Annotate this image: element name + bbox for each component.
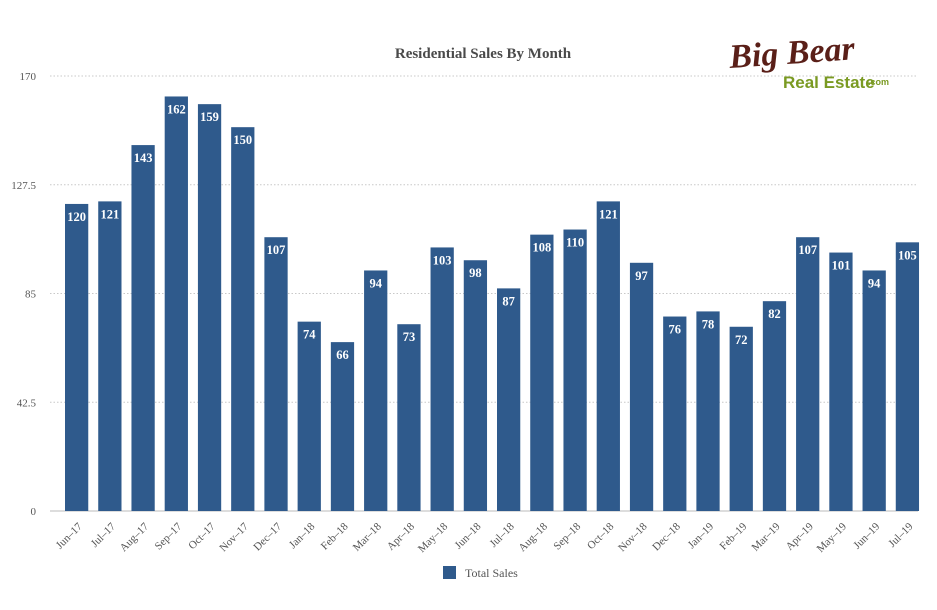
bar[interactable] (164, 96, 188, 512)
bar[interactable] (563, 229, 587, 511)
x-tick-label: Nov–17 (217, 520, 251, 554)
x-tick-label: Jul–19 (886, 520, 916, 550)
bar[interactable] (231, 127, 255, 512)
bar-value-label: 94 (868, 276, 881, 290)
bar[interactable] (829, 252, 853, 511)
bar[interactable] (729, 326, 753, 511)
bar-value-label: 108 (532, 241, 551, 255)
y-tick-label: 0 (31, 506, 37, 518)
bar[interactable] (862, 270, 886, 511)
bar-value-label: 105 (898, 248, 917, 262)
bar[interactable] (463, 260, 488, 511)
bar[interactable] (796, 237, 820, 512)
x-axis: Jun–17 Jul–17 Aug–17 Sep–17 Oct–17 Nov–17 Dec–… (54, 520, 916, 555)
logo-main-text: Big Bear (727, 30, 857, 76)
x-tick-label: Jan–18 (287, 520, 318, 551)
x-tick-label: Jan–19 (686, 520, 717, 551)
x-tick-label: Oct–17 (186, 520, 218, 552)
x-tick-label: May–19 (815, 520, 850, 555)
bar[interactable] (264, 237, 288, 512)
bar-value-label: 76 (669, 323, 682, 337)
bar-value-label: 120 (67, 210, 86, 224)
bar-value-label: 72 (735, 333, 748, 347)
chart-title: Residential Sales By Month (395, 46, 572, 62)
bar-value-label: 94 (369, 276, 382, 290)
y-axis: 0 42.5 85 127.5 170 (11, 71, 36, 518)
bar[interactable] (895, 242, 920, 511)
x-tick-label: Aug–17 (118, 520, 152, 554)
bar[interactable] (629, 262, 654, 511)
x-tick-label: Mar–19 (749, 520, 782, 553)
bar[interactable] (696, 311, 720, 511)
bar-value-label: 121 (599, 207, 618, 221)
bar-value-label: 66 (336, 348, 349, 362)
x-tick-label: May–18 (416, 520, 451, 555)
x-tick-label: Apr–19 (784, 520, 817, 553)
bar[interactable] (663, 316, 687, 511)
bar-value-label: 101 (832, 259, 851, 273)
x-tick-label: Jun–18 (453, 520, 484, 551)
bar-value-label: 82 (768, 307, 781, 321)
y-tick-label: 85 (25, 289, 37, 301)
y-tick-label: 127.5 (11, 180, 36, 192)
logo-suffix-text: .com (868, 77, 889, 87)
y-tick-label: 170 (20, 71, 37, 83)
bar-series (65, 96, 920, 512)
bar[interactable] (98, 201, 122, 511)
x-tick-label: Feb–19 (718, 520, 750, 552)
x-tick-label: Apr–18 (385, 520, 418, 553)
x-tick-label: Sep–18 (551, 520, 583, 552)
y-tick-label: 42.5 (17, 397, 37, 409)
x-tick-label: Sep–17 (153, 520, 185, 552)
data-labels: 120 121 143 162 159 150 107 74 66 94 73 103 98 87 108 1… (67, 102, 917, 362)
x-tick-label: Oct–18 (585, 520, 617, 552)
x-tick-label: Jun–17 (54, 520, 85, 551)
bar[interactable] (330, 342, 355, 511)
bar-value-label: 73 (403, 330, 416, 344)
bar[interactable] (497, 288, 521, 511)
bar[interactable] (596, 201, 620, 511)
bar-value-label: 143 (134, 151, 153, 165)
bar-value-label: 97 (635, 269, 648, 283)
bar-value-label: 162 (167, 102, 186, 116)
x-tick-label: Dec–18 (650, 520, 683, 553)
bar-value-label: 159 (200, 110, 219, 124)
x-tick-label: Jul–17 (89, 520, 119, 550)
bar-value-label: 107 (267, 243, 286, 257)
x-tick-label: Dec–17 (251, 520, 284, 553)
bar[interactable] (430, 247, 454, 512)
legend-label: Total Sales (465, 566, 518, 580)
bar[interactable] (530, 234, 554, 511)
bar[interactable] (397, 324, 421, 511)
bar-value-label: 98 (469, 266, 482, 280)
legend[interactable]: Total Sales (443, 566, 518, 580)
bar-value-label: 110 (566, 236, 584, 250)
bar-value-label: 107 (798, 243, 817, 257)
bar[interactable] (197, 104, 222, 511)
brand-logo: Big Bear Real Estate .com (720, 30, 910, 94)
x-tick-label: Jun–19 (851, 520, 882, 551)
bar[interactable] (364, 270, 388, 511)
x-tick-label: Mar–18 (351, 520, 384, 553)
bar-value-label: 121 (100, 207, 119, 221)
bar-value-label: 103 (433, 253, 452, 267)
bar[interactable] (297, 321, 321, 511)
x-tick-label: Jul–18 (488, 520, 518, 550)
bar[interactable] (762, 301, 787, 511)
logo-backdrop (720, 32, 910, 94)
x-tick-label: Aug–18 (516, 520, 550, 554)
x-tick-label: Nov–18 (616, 520, 650, 554)
bar-value-label: 74 (303, 328, 316, 342)
bar[interactable] (131, 145, 155, 511)
x-tick-label: Feb–18 (319, 520, 351, 552)
bar-value-label: 78 (702, 317, 715, 331)
legend-swatch (443, 566, 456, 579)
logo-sub-text: Real Estate (783, 73, 875, 92)
bar-value-label: 87 (502, 294, 515, 308)
bar[interactable] (65, 203, 89, 512)
bar-value-label: 150 (233, 133, 252, 147)
